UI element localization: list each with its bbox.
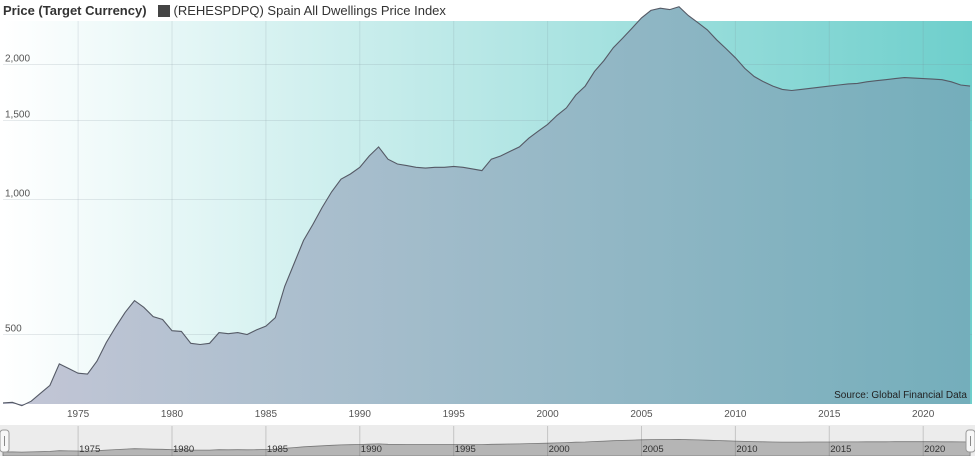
x-tick-label-2010: 2010 (724, 409, 747, 420)
navigator-ticks: 1975 1980 1985 1990 1995 2000 2005 2010 2015 2020 (77, 426, 945, 456)
legend-bar: Price (Target Currency) (REHESPDPQ) Spai… (0, 0, 975, 21)
x-tick-label-2020: 2020 (912, 409, 935, 420)
navigator-tick-label-1990: 1990 (361, 444, 382, 455)
x-tick-label-1990: 1990 (349, 409, 372, 420)
source-label: Source: Global Financial Data (834, 390, 967, 401)
navigator-tick-label-2020: 2020 (924, 444, 945, 455)
series-line[interactable] (2, 6, 971, 407)
navigator-tick-label-1985: 1985 (267, 444, 288, 455)
navigator-tick-label-2005: 2005 (642, 444, 663, 455)
y-tick-label-1000: 1,000 (5, 188, 30, 199)
navigator-tick-label-2010: 2010 (736, 444, 757, 455)
x-tick-label-1980: 1980 (161, 409, 184, 420)
navigator-tick-label-1995: 1995 (455, 444, 476, 455)
x-tick-label-2005: 2005 (630, 409, 653, 420)
x-tick-label-1975: 1975 (67, 409, 90, 420)
series-area-fill (3, 6, 971, 406)
legend-swatch (157, 4, 170, 17)
navigator[interactable]: 1975 1980 1985 1990 1995 2000 2005 2010 2015 2020 (0, 425, 975, 456)
navigator-left-handle[interactable] (0, 429, 10, 453)
x-tick-label-1985: 1985 (255, 409, 278, 420)
y-axis-ticks: 500 1,000 1,500 2,000 (5, 53, 30, 334)
navigator-right-handle[interactable] (965, 429, 975, 453)
navigator-tick-label-1975: 1975 (79, 444, 100, 455)
x-tick-label-1995: 1995 (443, 409, 466, 420)
y-tick-label-1500: 1,500 (5, 110, 30, 121)
navigator-tick-label-2015: 2015 (830, 444, 851, 455)
y-tick-label-500: 500 (5, 324, 22, 335)
navigator-tick-label-2000: 2000 (549, 444, 570, 455)
x-tick-label-2015: 2015 (818, 409, 841, 420)
x-axis-ticks: 1975 1980 1985 1990 1995 2000 2005 2010 2015 2020 (67, 409, 935, 420)
y-axis-title: Price (Target Currency) (3, 3, 147, 18)
navigator-tick-label-1980: 1980 (173, 444, 194, 455)
navigator-series (2, 438, 971, 456)
legend-series-label[interactable]: (REHESPDPQ) Spain All Dwellings Price In… (173, 3, 446, 18)
navigator-area (2, 438, 971, 456)
y-tick-label-2000: 2,000 (5, 53, 30, 64)
x-tick-label-2000: 2000 (536, 409, 559, 420)
series-area (2, 6, 971, 407)
